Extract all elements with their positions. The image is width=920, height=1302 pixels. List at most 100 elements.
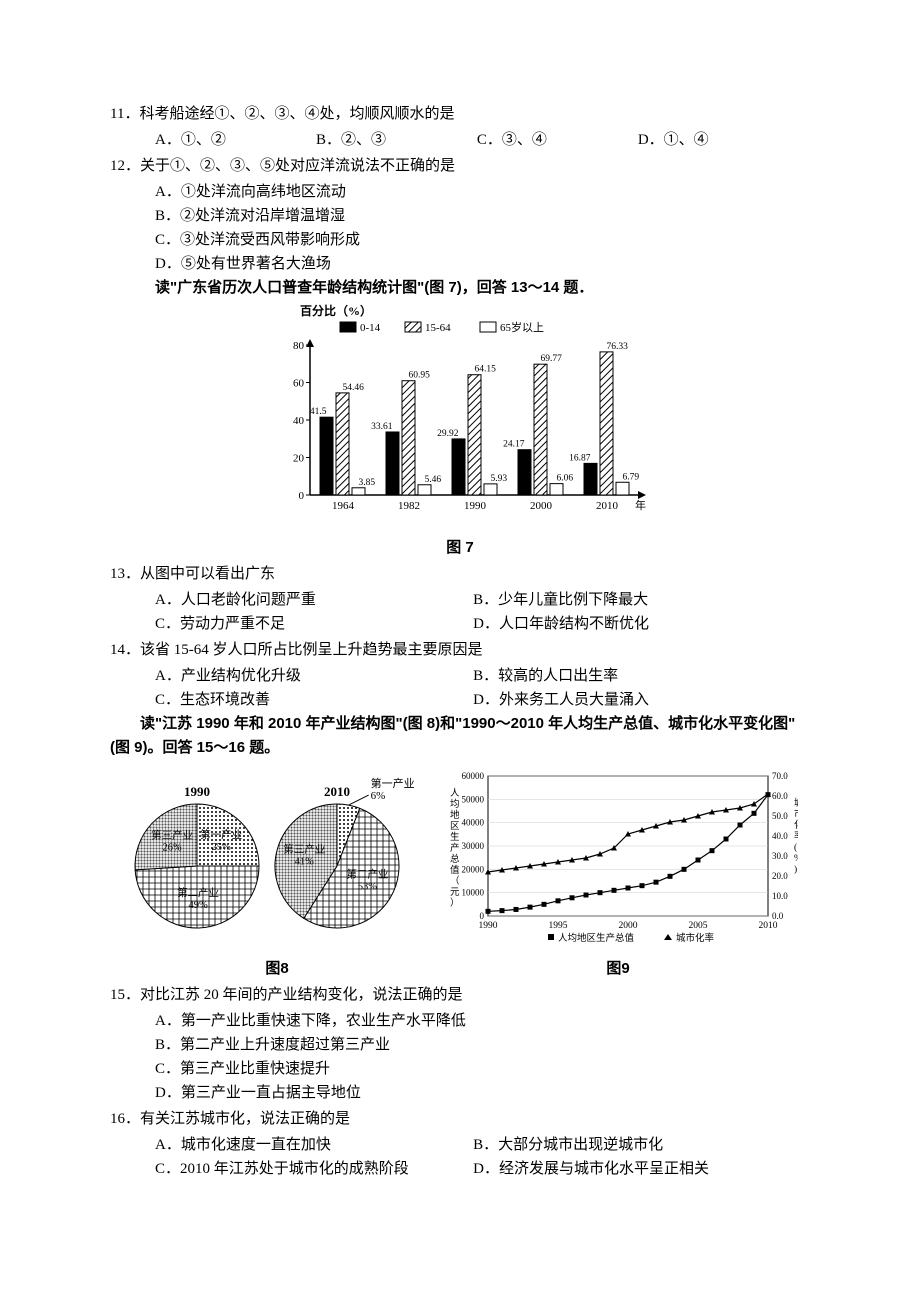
svg-text:50000: 50000 [462, 794, 485, 804]
opt-c: C．2010 年江苏处于城市化的成熟阶段 [155, 1157, 469, 1181]
svg-text:40: 40 [293, 415, 305, 427]
svg-text:1990: 1990 [464, 500, 487, 512]
opt-b: B．少年儿童比例下降最大 [473, 588, 787, 612]
opt-a: A．第一产业比重快速下降，农业生产水平降低 [155, 1009, 810, 1033]
qtext: 科考船途经①、②、③、④处，均顺风顺水的是 [139, 106, 454, 122]
question-11: 11．科考船途经①、②、③、④处，均顺风顺水的是 [110, 102, 810, 126]
svg-text:（: （ [450, 875, 460, 887]
opt-b: B．大部分城市出现逆城市化 [473, 1133, 787, 1157]
svg-text:1964: 1964 [332, 500, 355, 512]
qtext: 该省 15-64 岁人口所占比例呈上升趋势最主要原因是 [140, 642, 483, 658]
svg-text:总: 总 [450, 853, 460, 865]
opt-b: B．②处洋流对沿岸增温增湿 [155, 204, 810, 228]
svg-text:1990: 1990 [479, 921, 498, 931]
svg-text:65岁以上: 65岁以上 [500, 320, 544, 334]
q11-options: A．①、② B．②、③ C．③、④ D．①、④ [110, 128, 810, 152]
svg-text:城市化率: 城市化率 [676, 932, 715, 944]
opt-d: D．⑤处有世界著名大渔场 [155, 252, 810, 276]
svg-text:): ) [794, 864, 797, 875]
svg-text:3.85: 3.85 [359, 478, 376, 488]
svg-text:33.61: 33.61 [371, 422, 393, 432]
question-16: 16．有关江苏城市化，说法正确的是 [110, 1107, 810, 1131]
q15-options: A．第一产业比重快速下降，农业生产水平降低 B．第二产业上升速度超过第三产业 C… [110, 1009, 810, 1105]
question-13: 13．从图中可以看出广东 [110, 562, 810, 586]
lead-13-14: 读"广东省历次人口普查年龄结构统计图"(图 7)，回答 13～14 题． [110, 276, 810, 300]
svg-text:第一产业: 第一产业 [200, 828, 242, 841]
qnum: 11． [110, 106, 139, 122]
svg-text:化: 化 [794, 819, 798, 831]
svg-text:人: 人 [450, 788, 460, 799]
svg-text:第三产业: 第三产业 [283, 842, 325, 855]
svg-text:地: 地 [450, 809, 460, 821]
svg-text:60000: 60000 [462, 771, 485, 781]
svg-text:2010: 2010 [596, 500, 619, 512]
figure-row-8-9: 1990第一产业25%第二产业49%第三产业26%2010第一产业6%第二产业5… [110, 766, 810, 981]
question-15: 15．对比江苏 20 年间的产业结构变化，说法正确的是 [110, 983, 810, 1007]
qnum: 16． [110, 1111, 140, 1127]
opt-b: B．②、③ [316, 128, 473, 152]
svg-text:第一产业: 第一产业 [371, 776, 415, 790]
svg-text:80: 80 [293, 340, 305, 352]
svg-text:6.06: 6.06 [557, 474, 574, 484]
q13-options: A．人口老龄化问题严重 B．少年儿童比例下降最大 C．劳动力严重不足 D．人口年… [110, 588, 810, 636]
figure-7: 百分比（%）0-1415-6465岁以上02040608041.554.463.… [110, 300, 810, 560]
svg-text:30.0: 30.0 [772, 851, 788, 861]
opt-d: D．第三产业一直占据主导地位 [155, 1081, 810, 1105]
svg-text:60.95: 60.95 [409, 371, 431, 381]
opt-c: C．③、④ [477, 128, 634, 152]
svg-text:49%: 49% [188, 900, 208, 911]
qnum: 13． [110, 566, 140, 582]
opt-d: D．人口年龄结构不断优化 [473, 612, 787, 636]
svg-text:20: 20 [293, 453, 305, 465]
svg-text:1990: 1990 [184, 784, 210, 799]
question-14: 14．该省 15-64 岁人口所占比例呈上升趋势最主要原因是 [110, 638, 810, 662]
qtext: 对比江苏 20 年间的产业结构变化，说法正确的是 [140, 987, 463, 1003]
fig9-caption: 图9 [438, 957, 798, 981]
opt-c: C．第三产业比重快速提升 [155, 1057, 810, 1081]
svg-text:1982: 1982 [398, 500, 420, 512]
svg-text:第二产业: 第二产业 [346, 867, 388, 880]
svg-text:年: 年 [635, 498, 646, 512]
svg-text:第三产业: 第三产业 [151, 829, 193, 842]
svg-text:市: 市 [794, 808, 798, 820]
svg-text:29.92: 29.92 [437, 429, 459, 439]
opt-c: C．③处洋流受西风带影响形成 [155, 228, 810, 252]
opt-d: D．经济发展与城市化水平呈正相关 [473, 1157, 787, 1181]
question-12: 12．关于①、②、③、⑤处对应洋流说法不正确的是 [110, 154, 810, 178]
figure-9: 01000020000300004000050000600000.010.020… [438, 766, 798, 981]
pie-charts: 1990第一产业25%第二产业49%第三产业26%2010第一产业6%第二产业5… [122, 766, 432, 951]
svg-text:16.87: 16.87 [569, 453, 591, 463]
svg-text:0: 0 [480, 911, 485, 921]
svg-text:2010: 2010 [324, 784, 350, 799]
figure-8: 1990第一产业25%第二产业49%第三产业26%2010第一产业6%第二产业5… [122, 766, 432, 981]
svg-text:均: 均 [450, 798, 460, 810]
svg-text:41.5: 41.5 [310, 407, 327, 417]
opt-a: A．①处洋流向高纬地区流动 [155, 180, 810, 204]
svg-text:64.15: 64.15 [475, 365, 497, 375]
svg-text:值: 值 [450, 864, 460, 876]
line-chart: 01000020000300004000050000600000.010.020… [438, 766, 798, 951]
svg-text:70.0: 70.0 [772, 771, 788, 781]
svg-text:26%: 26% [163, 843, 183, 854]
svg-text:率: 率 [794, 830, 798, 842]
opt-b: B．较高的人口出生率 [473, 664, 787, 688]
svg-text:60.0: 60.0 [772, 791, 788, 801]
svg-text:2000: 2000 [619, 921, 638, 931]
q16-options: A．城市化速度一直在加快 B．大部分城市出现逆城市化 C．2010 年江苏处于城… [110, 1133, 810, 1181]
q14-options: A．产业结构优化升级 B．较高的人口出生率 C．生态环境改善 D．外来务工人员大… [110, 664, 810, 712]
svg-text:25%: 25% [211, 842, 231, 853]
svg-text:1995: 1995 [549, 921, 568, 931]
opt-a: A．城市化速度一直在加快 [155, 1133, 469, 1157]
svg-text:2010: 2010 [759, 921, 778, 931]
opt-a: A．人口老龄化问题严重 [155, 588, 469, 612]
opt-d: D．①、④ [638, 128, 795, 152]
svg-text:53%: 53% [358, 881, 378, 892]
svg-text:人均地区生产总值: 人均地区生产总值 [558, 932, 635, 944]
svg-text:20000: 20000 [462, 864, 485, 874]
svg-text:10.0: 10.0 [772, 891, 788, 901]
lead-15-16: 读"江苏 1990 年和 2010 年产业结构图"(图 8)和"1990～201… [110, 712, 810, 760]
fig8-caption: 图8 [122, 957, 432, 981]
qtext: 有关江苏城市化，说法正确的是 [140, 1111, 350, 1127]
svg-text:50.0: 50.0 [772, 811, 788, 821]
svg-text:15-64: 15-64 [425, 322, 451, 334]
